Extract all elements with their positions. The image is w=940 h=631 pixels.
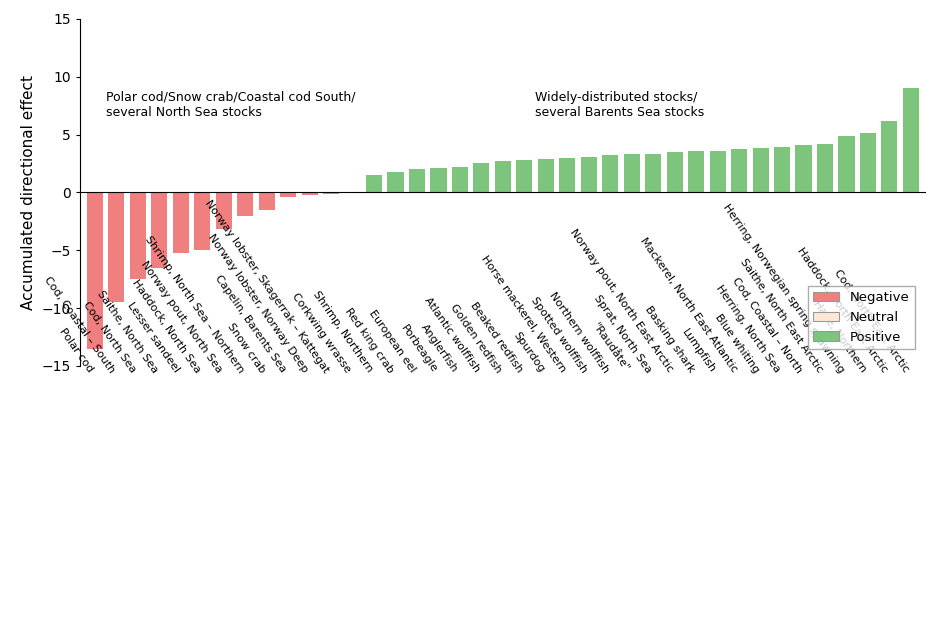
- Bar: [838, 136, 854, 192]
- Bar: [795, 145, 811, 192]
- Bar: [302, 192, 318, 195]
- Bar: [731, 149, 747, 192]
- Bar: [280, 192, 296, 196]
- Bar: [666, 152, 682, 192]
- Bar: [215, 192, 232, 230]
- Legend: Negative, Neutral, Positive: Negative, Neutral, Positive: [807, 286, 915, 349]
- Bar: [559, 158, 575, 192]
- Bar: [345, 192, 361, 193]
- Bar: [151, 192, 167, 268]
- Bar: [452, 167, 468, 192]
- Bar: [603, 155, 619, 192]
- Bar: [817, 144, 833, 192]
- Bar: [710, 151, 726, 192]
- Bar: [387, 172, 403, 192]
- Bar: [86, 192, 103, 348]
- Bar: [753, 148, 769, 192]
- Bar: [902, 88, 919, 192]
- Bar: [409, 169, 425, 192]
- Bar: [581, 156, 597, 192]
- Bar: [645, 154, 661, 192]
- Bar: [195, 192, 211, 251]
- Bar: [774, 148, 791, 192]
- Bar: [474, 163, 490, 192]
- Y-axis label: Accumulated directional effect: Accumulated directional effect: [21, 75, 36, 310]
- Bar: [323, 192, 339, 194]
- Bar: [538, 160, 554, 192]
- Bar: [366, 175, 383, 192]
- Bar: [688, 151, 704, 192]
- Bar: [431, 168, 446, 192]
- Bar: [860, 134, 876, 192]
- Bar: [516, 160, 532, 192]
- Bar: [623, 155, 640, 192]
- Bar: [882, 121, 898, 192]
- Bar: [130, 192, 146, 279]
- Bar: [173, 192, 189, 252]
- Bar: [494, 161, 511, 192]
- Text: Polar cod/Snow crab/Coastal cod South/
several North Sea stocks: Polar cod/Snow crab/Coastal cod South/ s…: [105, 91, 355, 119]
- Bar: [237, 192, 253, 216]
- Bar: [258, 192, 274, 209]
- Bar: [108, 192, 124, 302]
- Text: Widely-distributed stocks/
several Barents Sea stocks: Widely-distributed stocks/ several Baren…: [535, 91, 704, 119]
